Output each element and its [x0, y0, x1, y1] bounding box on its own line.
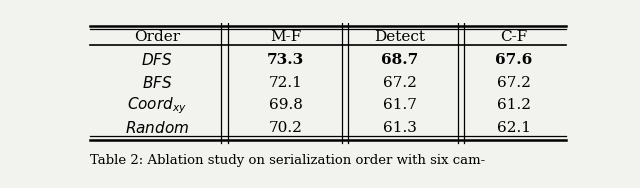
Text: 61.7: 61.7	[383, 99, 417, 112]
Text: 62.1: 62.1	[497, 121, 531, 135]
Text: 69.8: 69.8	[269, 99, 303, 112]
Text: Detect: Detect	[374, 30, 426, 44]
Text: $\mathit{BFS}$: $\mathit{BFS}$	[141, 75, 172, 91]
Text: 70.2: 70.2	[269, 121, 303, 135]
Text: 61.3: 61.3	[383, 121, 417, 135]
Text: $\mathit{Random}$: $\mathit{Random}$	[125, 120, 189, 136]
Text: 72.1: 72.1	[269, 76, 303, 89]
Text: C-F: C-F	[500, 30, 527, 44]
Text: Order: Order	[134, 30, 180, 44]
Text: 73.3: 73.3	[268, 53, 305, 67]
Text: 61.2: 61.2	[497, 99, 531, 112]
Text: 67.6: 67.6	[495, 53, 532, 67]
Text: $\mathit{DFS}$: $\mathit{DFS}$	[141, 52, 173, 68]
Text: 67.2: 67.2	[383, 76, 417, 89]
Text: 68.7: 68.7	[381, 53, 419, 67]
Text: M-F: M-F	[270, 30, 301, 44]
Text: $\mathit{Coord}_{xy}$: $\mathit{Coord}_{xy}$	[127, 95, 187, 116]
Text: 67.2: 67.2	[497, 76, 531, 89]
Text: Table 2: Ablation study on serialization order with six cam-: Table 2: Ablation study on serialization…	[90, 154, 485, 167]
